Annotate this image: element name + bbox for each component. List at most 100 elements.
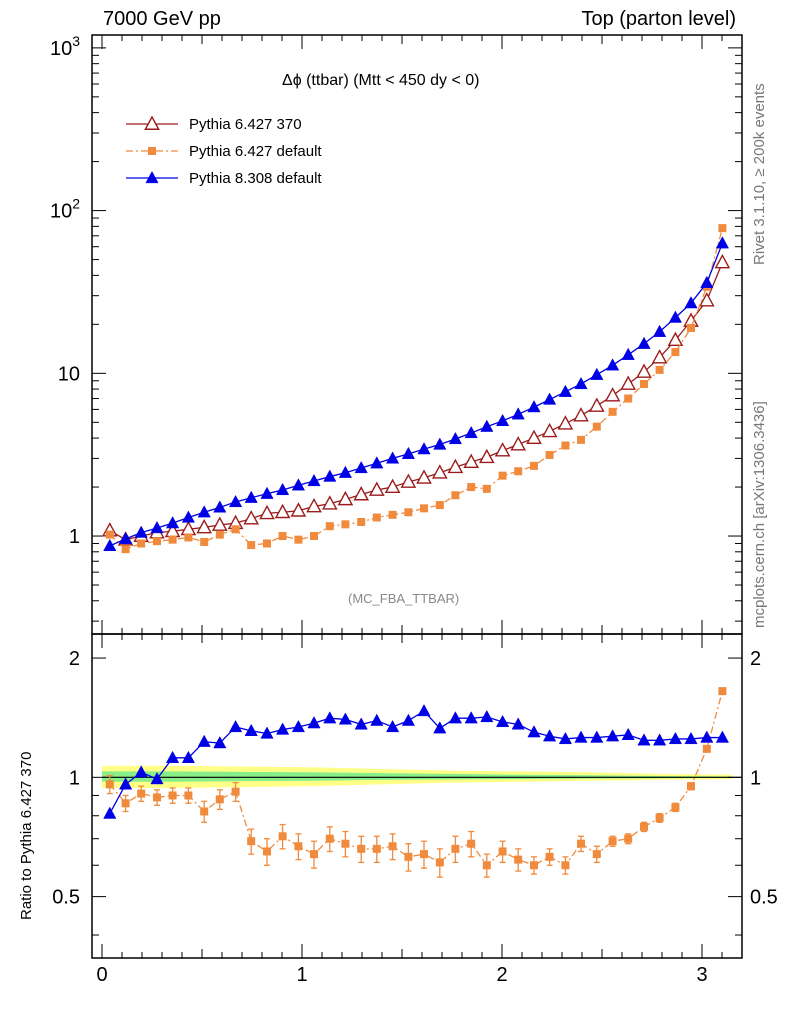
data-point [496, 714, 510, 728]
data-point [401, 713, 415, 726]
data-point [420, 850, 428, 859]
main-y-tick-label: 1 [69, 526, 80, 548]
data-point [588, 397, 605, 412]
data-point [231, 525, 240, 534]
data-point [715, 730, 729, 743]
data-point [168, 535, 177, 544]
data-point [211, 516, 228, 531]
data-point [357, 844, 366, 853]
data-point [197, 734, 211, 747]
data-point [150, 521, 164, 534]
ratio-y-tick-label: 2 [69, 648, 80, 670]
data-point [184, 791, 193, 800]
data-point [435, 501, 444, 510]
data-point [514, 467, 523, 476]
ratio-y-axis: 0.5 0.5 1 1 2 2 [52, 648, 778, 936]
data-point [653, 733, 667, 746]
series-line [109, 227, 724, 550]
data-point [447, 458, 464, 474]
data-point [417, 442, 431, 455]
ratio-series-pythia-8-308-default [103, 704, 729, 819]
data-point [478, 448, 495, 464]
data-point [274, 503, 291, 519]
data-point [103, 538, 117, 552]
data-point [637, 733, 651, 746]
header-left: 7000 GeV pp [103, 8, 221, 30]
data-point [184, 533, 193, 542]
data-point [624, 394, 633, 403]
data-point [404, 508, 413, 517]
data-point [310, 850, 318, 859]
data-point [557, 415, 574, 430]
data-point [480, 709, 494, 723]
legend-label: Pythia 6.427 default [189, 143, 322, 160]
data-point [464, 711, 478, 724]
data-point [640, 379, 648, 388]
data-point [370, 456, 384, 469]
data-point [655, 813, 664, 822]
ratio-y-tick-label: 0.5 [52, 887, 80, 909]
legend: Pythia 6.427 370 Pythia 6.427 default Pyth… [126, 115, 322, 187]
main-y-tick-label: 10 [58, 363, 80, 385]
data-point [467, 839, 476, 848]
data-point [166, 516, 180, 529]
data-point [354, 460, 368, 474]
data-point [714, 254, 731, 269]
data-point [561, 441, 570, 450]
data-point [687, 782, 695, 791]
data-point [196, 518, 213, 534]
data-point [700, 275, 714, 288]
data-point [606, 729, 620, 742]
data-point [592, 850, 601, 859]
data-point [291, 719, 305, 733]
data-point [278, 832, 287, 841]
data-point [276, 482, 290, 496]
data-point [338, 712, 352, 725]
data-point [197, 505, 211, 518]
analysis-tag: (MC_FBA_TTBAR) [348, 591, 460, 606]
data-point [341, 520, 350, 529]
data-point [105, 780, 114, 789]
data-point [624, 834, 633, 843]
data-point [621, 727, 635, 740]
data-point [121, 799, 130, 808]
data-point [307, 473, 321, 487]
data-point [467, 483, 476, 492]
data-point [687, 323, 695, 332]
data-point [291, 478, 305, 491]
data-point [671, 803, 680, 812]
ratio-x-tick-label: 1 [296, 964, 307, 986]
data-point [608, 837, 617, 846]
data-point [577, 435, 585, 444]
data-point [541, 422, 558, 438]
data-point [150, 772, 164, 785]
data-point [684, 296, 698, 309]
data-point [323, 469, 337, 482]
ratio-x-tick-label: 3 [696, 964, 707, 986]
legend-entry: Pythia 6.427 default [126, 143, 322, 160]
data-point [137, 539, 146, 548]
data-point [384, 478, 401, 494]
legend-entry: Pythia 8.308 default [126, 170, 322, 187]
legend-label: Pythia 8.308 default [189, 170, 322, 187]
data-point [464, 425, 478, 439]
data-point [636, 363, 652, 378]
data-point [401, 446, 415, 459]
data-point [213, 500, 227, 513]
data-point [431, 464, 448, 479]
data-point [244, 723, 258, 736]
data-point [386, 451, 400, 464]
data-point [134, 525, 148, 538]
data-point [558, 731, 572, 745]
data-point [294, 535, 303, 544]
data-point [417, 704, 431, 717]
data-point [433, 437, 447, 450]
ratio-y-tick-label-right: 0.5 [750, 887, 778, 909]
data-point [433, 721, 447, 734]
data-point [526, 429, 542, 445]
data-point [558, 384, 572, 397]
data-point [213, 736, 227, 749]
data-point [511, 717, 525, 730]
data-point [166, 750, 180, 763]
data-point [514, 855, 523, 864]
